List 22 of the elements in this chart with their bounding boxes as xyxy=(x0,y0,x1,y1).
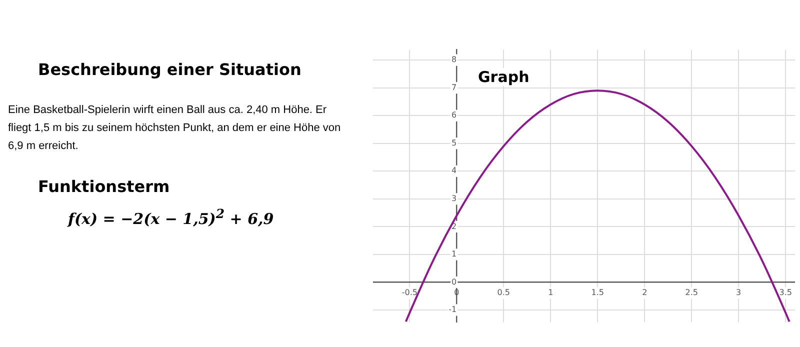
x-tick-label: 0.5 xyxy=(497,288,510,298)
y-tick-label: 7 xyxy=(452,82,457,92)
x-tick-label: 2.5 xyxy=(685,288,698,298)
y-tick-label: 4 xyxy=(452,166,457,176)
y-tick-label: 3 xyxy=(452,194,457,203)
y-tick-label: 1 xyxy=(452,250,457,259)
y-tick-label: 5 xyxy=(452,138,457,148)
text: Eine Basketball-Spielerin wirft einen Ball aus ca. 2,40 m Höhe. Er fliegt 1,5 m bis zu seinem höchsten Punkt, an dem er eine Höhe von 6,9 m erreicht. xyxy=(8,103,342,154)
x-tick-label: 1.5 xyxy=(591,288,604,298)
y-tick-label: 0 xyxy=(452,277,457,286)
y-tick-label: 6 xyxy=(452,110,457,120)
y-tick-label: 8 xyxy=(452,55,457,64)
text: Funktionsterm xyxy=(38,177,171,196)
x-tick-label: -0.5 xyxy=(402,288,418,298)
x-tick-label: 3.5 xyxy=(779,288,792,298)
y-tick-label: -1 xyxy=(448,305,457,314)
x-tick-label: 1 xyxy=(548,288,554,298)
text: Graph xyxy=(478,68,530,86)
text: Beschreibung einer Situation xyxy=(38,60,302,79)
text: f(x) = −2(x − 1,5)$^{2}$ + 6,9 xyxy=(68,206,275,228)
x-tick-label: 2 xyxy=(642,288,648,298)
x-tick-label: 3 xyxy=(736,288,742,298)
